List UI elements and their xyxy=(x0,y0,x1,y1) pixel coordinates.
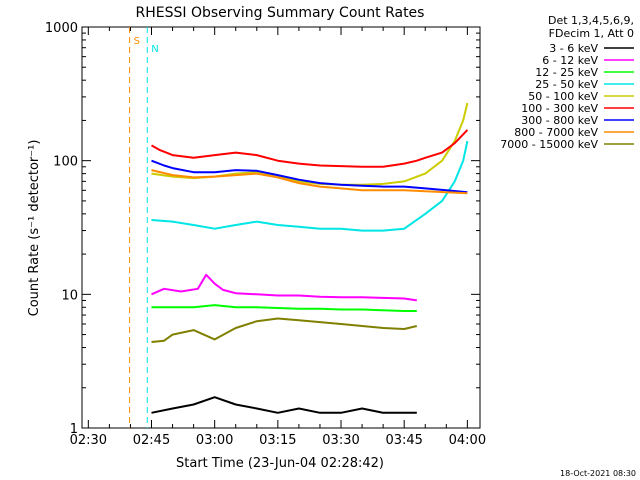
y-axis-label: Count Rate (s⁻¹ detector⁻¹) xyxy=(27,140,42,317)
plot-area xyxy=(81,26,481,429)
series-line xyxy=(151,159,468,194)
x-tick-label: 03:45 xyxy=(385,433,422,448)
y-tick-label: 1000 xyxy=(45,21,78,36)
x-tick-label: 03:30 xyxy=(322,433,359,448)
marker-label: N xyxy=(151,44,158,55)
legend-header-line-2: FDecim 1, Att 0 xyxy=(549,27,634,40)
x-tick-label: 02:30 xyxy=(70,433,107,448)
chart-title: RHESSI Observing Summary Count Rates xyxy=(136,5,425,21)
series-line xyxy=(151,396,417,414)
legend-label: 6 - 12 keV xyxy=(542,54,598,67)
legend-label: 25 - 50 keV xyxy=(535,78,598,91)
series-line xyxy=(151,169,468,195)
legend-label: 800 - 7000 keV xyxy=(514,126,598,139)
series-line xyxy=(151,273,417,302)
series-line xyxy=(151,129,469,168)
legend-label: 50 - 100 keV xyxy=(528,90,598,103)
footer-timestamp: 18-Oct-2021 08:30 xyxy=(560,469,636,478)
legend: Det 1,3,4,5,6,9, FDecim 1, Att 0 3 - 6 k… xyxy=(500,14,634,151)
orbit-markers: SN xyxy=(129,27,159,428)
marker-label: S xyxy=(134,36,140,47)
legend-label: 3 - 6 keV xyxy=(549,42,598,55)
x-axis-label: Start Time (23-Jun-04 02:28:42) xyxy=(176,456,384,471)
data-series xyxy=(151,102,469,414)
legend-label: 300 - 800 keV xyxy=(521,114,598,127)
x-tick-label: 03:00 xyxy=(196,433,233,448)
x-tick-label: 03:15 xyxy=(259,433,296,448)
series-line xyxy=(151,317,418,343)
legend-label: 100 - 300 keV xyxy=(521,102,598,115)
x-tick-label: 04:00 xyxy=(449,433,486,448)
x-axis: 02:30 02:45 03:00 03:15 03:30 03:45 04:00 xyxy=(70,27,486,448)
y-tick-label: 1 xyxy=(70,422,78,437)
y-tick-label: 100 xyxy=(53,155,78,170)
plot-frame xyxy=(81,26,481,429)
series-line xyxy=(151,140,469,232)
y-axis: 1 10 100 1000 xyxy=(45,21,480,437)
y-tick-label: 10 xyxy=(61,288,78,303)
legend-label: 12 - 25 keV xyxy=(535,66,598,79)
series-line xyxy=(151,304,417,312)
legend-header-line-1: Det 1,3,4,5,6,9, xyxy=(548,14,634,27)
x-tick-label: 02:45 xyxy=(133,433,170,448)
legend-label: 7000 - 15000 keV xyxy=(500,138,598,151)
